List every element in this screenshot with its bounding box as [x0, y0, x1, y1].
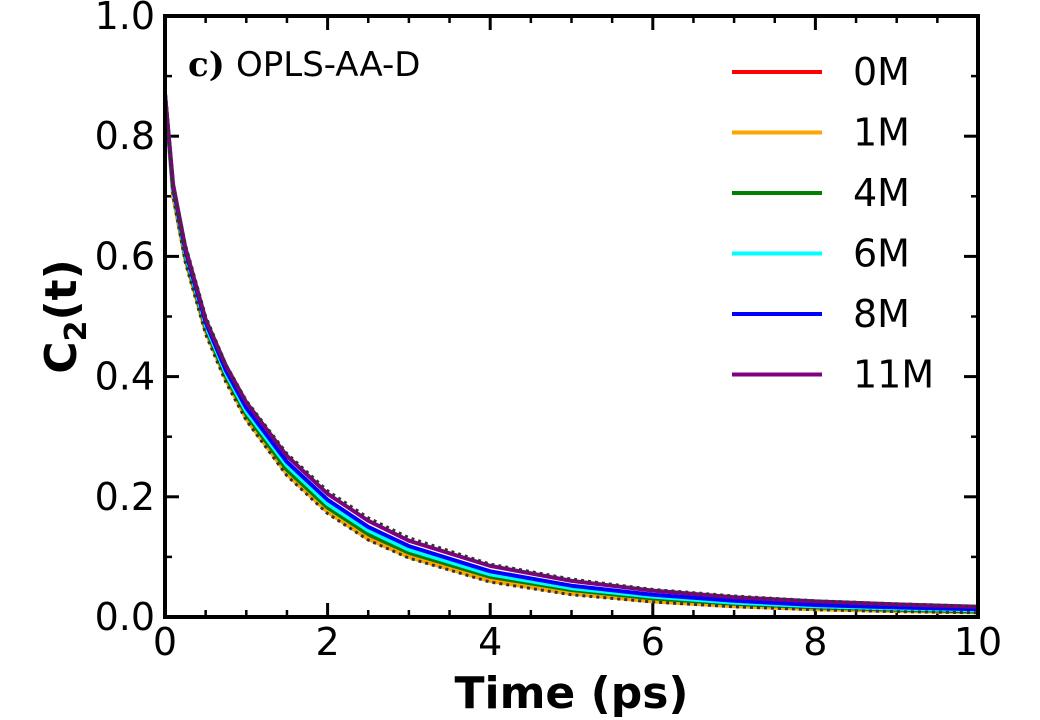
legend: 0M 1M 4M 6M 8M 11M	[732, 50, 934, 397]
x-tick-label: 8	[803, 620, 827, 664]
y-axis-title-sub: 2	[59, 321, 94, 342]
fit-curve-2	[163, 93, 979, 608]
y-tick-label: 1.0	[95, 0, 155, 38]
x-axis-title: Time (ps)	[454, 668, 688, 719]
y-tick-label: 0.6	[95, 234, 155, 278]
panel-name: OPLS-AA-D	[236, 45, 420, 85]
legend-label-11M: 11M	[853, 353, 934, 397]
x-tick-labels: 0 2 4 6 8 10	[153, 620, 1002, 664]
y-tick-label: 0.0	[95, 595, 155, 639]
plot-frame	[163, 14, 980, 619]
y-axis-title-main: C	[36, 341, 87, 373]
y-axis-title: C2(t)	[36, 259, 94, 373]
panel-tag: c)	[188, 45, 225, 85]
x-tick-label: 0	[153, 620, 177, 664]
fit-curve-1	[163, 93, 979, 615]
legend-label-1M: 1M	[853, 111, 910, 155]
x-tick-label: 2	[316, 620, 340, 664]
fit-curves-layer	[163, 93, 979, 615]
legend-label-4M: 4M	[853, 171, 910, 215]
legend-label-6M: 6M	[853, 232, 910, 276]
x-tick-label: 10	[954, 620, 1002, 664]
y-axis-title-tail: (t)	[36, 259, 87, 320]
x-tick-label: 4	[478, 620, 502, 664]
y-tick-labels: 0.0 0.2 0.4 0.6 0.8 1.0	[95, 0, 155, 639]
legend-label-8M: 8M	[853, 292, 910, 336]
y-tick-label: 0.4	[95, 355, 155, 399]
x-tick-label: 6	[641, 620, 665, 664]
y-tick-label: 0.2	[95, 475, 155, 519]
y-tick-label: 0.8	[95, 114, 155, 158]
legend-label-0M: 0M	[853, 50, 910, 94]
